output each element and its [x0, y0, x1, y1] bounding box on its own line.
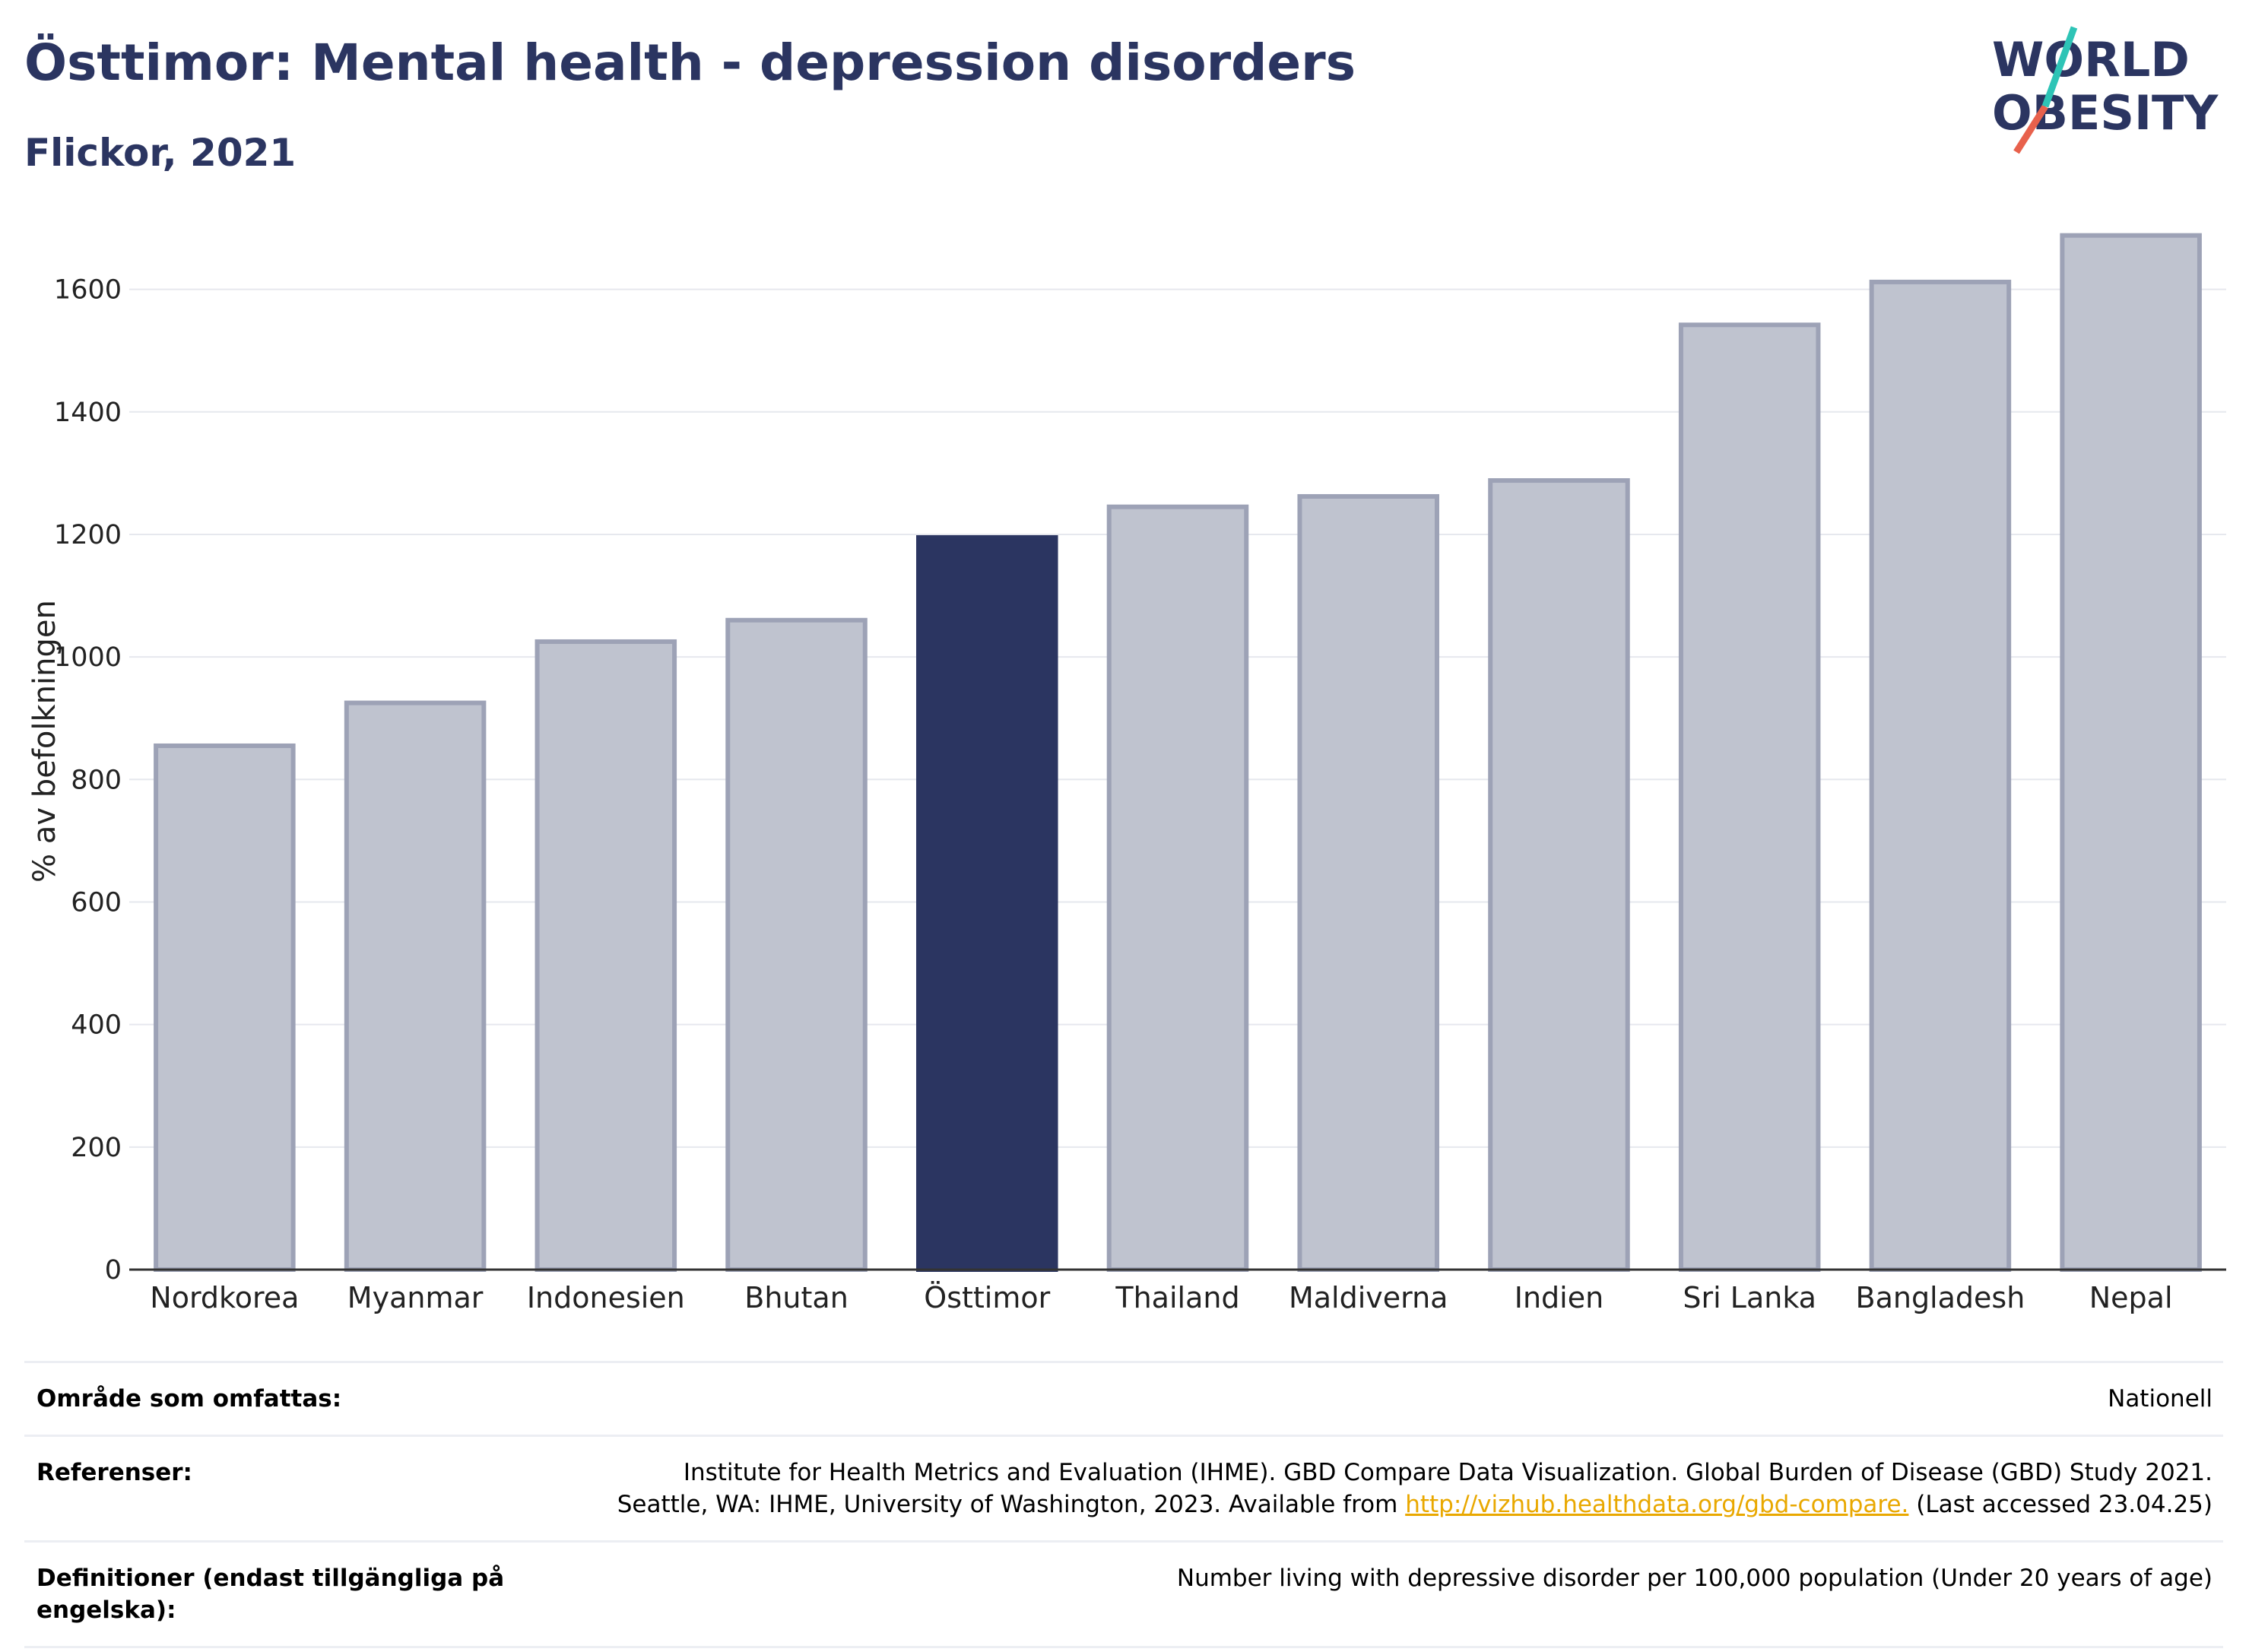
bar-bangladesh [1869, 279, 2012, 1273]
references-line-2-post: (Last accessed 23.04.25) [1916, 1491, 2213, 1518]
references-row: Referenser: Institute for Health Metrics… [24, 1435, 2223, 1540]
references-value: Institute for Health Metrics and Evaluat… [617, 1457, 2213, 1520]
bar-östtimor [916, 534, 1058, 1272]
logo-word-1: WORLD [1992, 32, 2190, 87]
definitions-label: Definitioner (endast tillgängliga på eng… [36, 1565, 505, 1624]
y-tick-label: 200 [71, 1133, 122, 1163]
bars [154, 233, 2202, 1273]
bar-bhutan [725, 617, 868, 1272]
y-tick-label: 800 [71, 765, 122, 795]
references-link[interactable]: http://vizhub.healthdata.org/gbd-compare… [1405, 1491, 1909, 1518]
x-tick-label: Nordkorea [150, 1281, 299, 1314]
y-axis-label: % av befolkningen [27, 600, 62, 883]
chart-subtitle: Flickor, 2021 [24, 131, 297, 175]
y-axis-ticks: 0 200 400 600 800 1000 1200 1400 1600 [54, 275, 122, 1286]
references-line-2-pre: Seattle, WA: IHME, University of Washing… [617, 1491, 1398, 1518]
y-tick-label: 400 [71, 1010, 122, 1041]
logo-slash-red [2013, 104, 2048, 154]
x-axis-labels: Nordkorea Myanmar Indonesien Bhutan Östtimor… [150, 1281, 2172, 1314]
x-tick-label: Östtimor [924, 1281, 1050, 1314]
x-tick-label: Sri Lanka [1683, 1281, 1816, 1314]
y-tick-label: 1400 [54, 398, 122, 428]
x-tick-label: Bangladesh [1856, 1281, 2025, 1314]
x-tick-label: Nepal [2089, 1281, 2173, 1314]
coverage-label: Område som omfattas: [36, 1385, 342, 1413]
metadata-table: Område som omfattas: Nationell Referense… [24, 1361, 2223, 1648]
references-line-2: Seattle, WA: IHME, University of Washing… [617, 1489, 2213, 1520]
y-tick-label: 1000 [54, 642, 122, 673]
bar-indien [1488, 478, 1630, 1272]
bar-thailand [1106, 504, 1249, 1272]
definitions-value: Number living with depressive disorder p… [1176, 1565, 2213, 1592]
x-tick-label: Indien [1515, 1281, 1603, 1314]
bar-chart: 0 200 400 600 800 1000 1200 1400 1600 Nordkorea M… [27, 233, 2226, 1314]
y-tick-label: 1600 [54, 275, 122, 306]
definitions-row: Definitioner (endast tillgängliga på eng… [24, 1540, 2223, 1648]
chart-title: Östtimor: Mental health - depression dis… [24, 33, 1356, 92]
x-tick-label: Bhutan [744, 1281, 849, 1314]
bar-nepal [2060, 233, 2202, 1273]
references-line-1: Institute for Health Metrics and Evaluat… [683, 1459, 2213, 1486]
coverage-row: Område som omfattas: Nationell [24, 1361, 2223, 1435]
y-tick-label: 1200 [54, 520, 122, 550]
x-tick-label: Myanmar [347, 1281, 484, 1314]
bar-indonesien [534, 639, 677, 1272]
bar-myanmar [344, 700, 487, 1272]
references-label: Referenser: [36, 1459, 192, 1486]
x-tick-label: Maldiverna [1289, 1281, 1448, 1314]
y-tick-label: 600 [71, 887, 122, 918]
x-tick-label: Thailand [1115, 1281, 1239, 1314]
x-tick-label: Indonesien [527, 1281, 685, 1314]
bar-nordkorea [154, 743, 296, 1272]
coverage-value: Nationell [2108, 1385, 2213, 1413]
bar-sri-lanka [1678, 322, 1821, 1272]
logo-slash-teal [2041, 26, 2078, 108]
bar-maldiverna [1297, 493, 1439, 1272]
y-tick-label: 0 [105, 1255, 122, 1286]
world-obesity-logo: WORLD OBESITY [1992, 26, 2219, 154]
